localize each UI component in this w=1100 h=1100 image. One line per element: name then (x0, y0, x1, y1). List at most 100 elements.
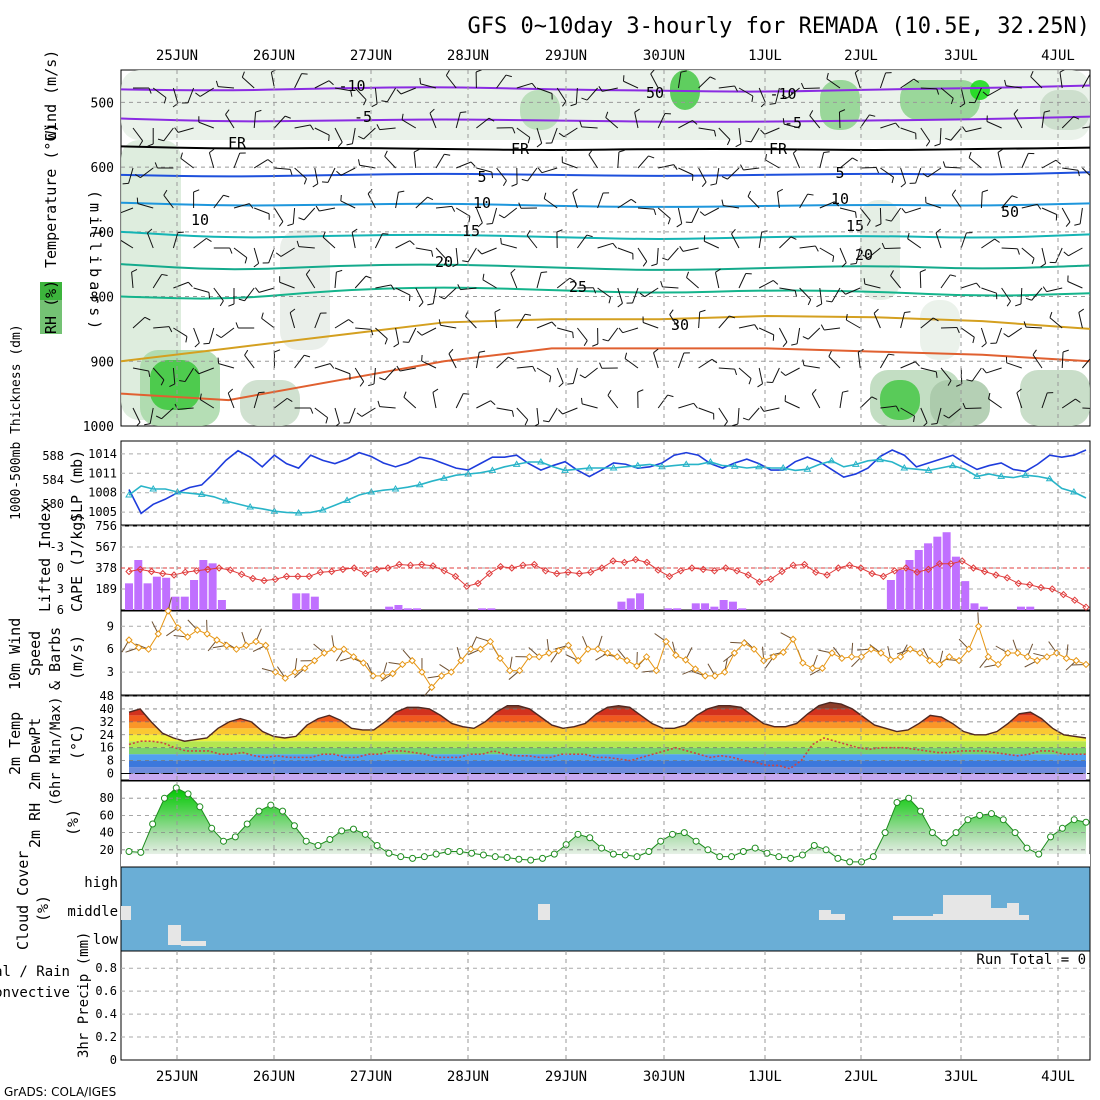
wind-barb (920, 127, 931, 142)
li-marker (294, 572, 302, 581)
wind-barb (314, 167, 319, 184)
wind-barb (1005, 85, 1022, 89)
wind-barb-flag (180, 152, 183, 159)
wind-barb (253, 392, 260, 409)
wind-barb (274, 167, 291, 170)
li-marker (170, 571, 178, 579)
wind-barb-flag (966, 379, 973, 382)
precip-total-rain-label: Total / Rain (0, 964, 70, 980)
cape-bar (217, 600, 226, 610)
wind-barb (173, 281, 189, 289)
wind-barb (997, 152, 1003, 169)
cape-bar (180, 596, 189, 610)
dewpoint-line (128, 737, 1086, 770)
wind-barb-flag (253, 262, 259, 268)
wind-barb (314, 312, 322, 329)
temp2m-tick-label: 0 (107, 767, 114, 781)
wind-barb (314, 80, 330, 89)
wind-barb (786, 87, 800, 99)
bottom-date-labels: 25JUN 26JUN 27JUN 28JUN 29JUN 30JUN 1JUL 2JUL 3J… (156, 1069, 1075, 1085)
wind-barb (193, 287, 210, 293)
rh2m-marker (881, 829, 889, 837)
wind-barb (374, 87, 378, 104)
wind-barb-flag (278, 221, 284, 227)
li-marker (609, 557, 617, 565)
wind10m-marker (886, 656, 895, 664)
wind-barb (298, 246, 315, 249)
cape-bar (691, 603, 700, 610)
wind-barb-flag (358, 135, 364, 140)
warm-contour (121, 314, 1090, 363)
wind-barb-flag (570, 103, 577, 107)
wind-barb-flag (1040, 263, 1046, 268)
rh2m-tick-label: 40 (100, 826, 114, 840)
thickness-marker (343, 496, 351, 503)
thickness-marker (294, 509, 303, 516)
li-marker (857, 564, 865, 572)
wind-barb (1082, 407, 1090, 409)
li-marker (564, 568, 572, 576)
li-marker (778, 567, 786, 576)
wind-barb-flag (760, 406, 765, 412)
wind10m-marker (769, 653, 778, 661)
wind-barb-flag (315, 205, 320, 212)
rh2m-marker (196, 803, 204, 811)
wind-barb (233, 247, 248, 259)
rh2m-marker (409, 854, 417, 862)
cloud-block (168, 925, 181, 945)
wind-barb (637, 155, 649, 169)
wind-barb-flag (122, 182, 129, 185)
wind-barb (314, 127, 330, 136)
li-marker (924, 565, 933, 574)
wind10m-panel: 3 6 9 10m Wind Speed & Barbs (m/s) (6, 597, 1091, 699)
wind-barb-flag (477, 222, 483, 228)
thickness-marker (440, 474, 448, 481)
temp-band (129, 754, 1086, 761)
wind10m-marker (457, 656, 465, 665)
rh2m-tick-label: 80 (100, 791, 114, 805)
wind-barb (1068, 247, 1083, 257)
wind-barb-flag (913, 415, 915, 423)
wind-barb (838, 111, 841, 129)
wind-barb-flag (920, 269, 926, 273)
wind-barb (715, 167, 720, 184)
li-marker (237, 570, 246, 579)
wind-barb (152, 274, 163, 289)
li-marker (710, 567, 719, 575)
wind-barb-flag (371, 103, 378, 108)
wind-barb (400, 87, 416, 95)
wind-barb-flag (832, 255, 835, 263)
wind-barb-flag (396, 89, 402, 95)
cape-bar (636, 593, 645, 610)
wind-barb-flag (416, 330, 423, 336)
wind-barb (273, 207, 284, 222)
wind-barb-flag (199, 393, 202, 400)
wind-barb (1061, 207, 1071, 223)
wind-barb (653, 352, 659, 369)
wind-barb-flag (1044, 110, 1051, 113)
wind10m-marker (408, 656, 416, 665)
wind-barb (581, 126, 598, 129)
wind-barb (1013, 113, 1023, 129)
wind-barb-flag (651, 263, 658, 267)
date-label: 28JUN (447, 1069, 489, 1085)
wind10m-marker (154, 630, 163, 638)
wind10m-marker (974, 622, 983, 630)
wind10m-label-1: 10m Wind (6, 618, 24, 690)
cape-bar (394, 605, 403, 610)
wind-barb (556, 367, 564, 384)
wind-barb-flag (667, 394, 674, 398)
wind-barb-flag (726, 139, 731, 146)
temperature-contours: -10 -5 FR 5 10 15 20 25 30 -10 -5 5 10 15 20 FR FR 10 50 50 (121, 77, 1090, 402)
cloud-block (893, 916, 933, 920)
wind10m-marker (623, 656, 631, 665)
wind-barb (455, 393, 464, 409)
cape-bar (738, 608, 747, 610)
rh2m-marker (208, 824, 216, 832)
wind-barb-flag (1059, 70, 1065, 73)
wind-barb (758, 327, 774, 336)
li-marker (1037, 583, 1045, 592)
wind-barb-flag (261, 312, 264, 319)
wind10m-marker (1043, 653, 1051, 661)
wind-barb (1049, 317, 1063, 329)
